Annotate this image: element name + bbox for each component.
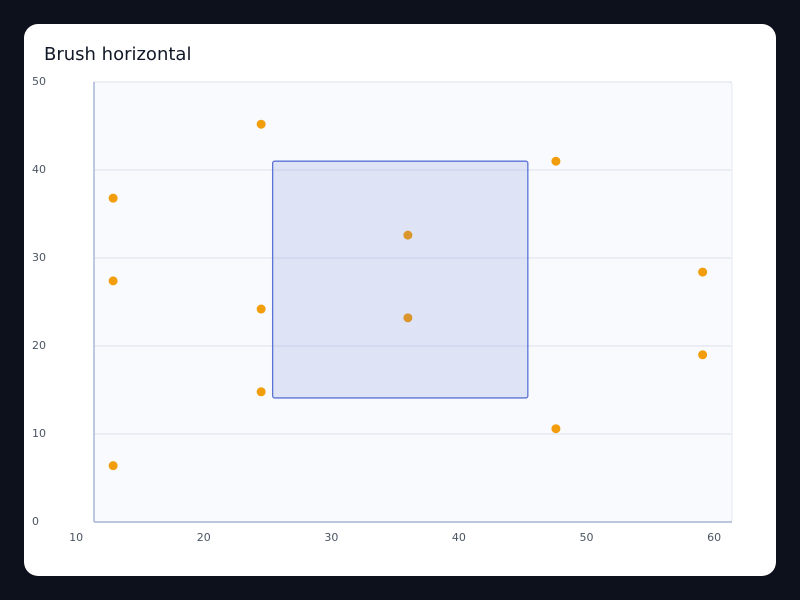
point	[108, 461, 118, 471]
point	[256, 387, 266, 397]
point	[403, 230, 413, 240]
x-tick-label: 10	[69, 531, 83, 544]
point	[551, 156, 561, 166]
chart-title: Brush horizontal	[44, 44, 191, 65]
point	[698, 350, 708, 360]
x-tick-label: 30	[324, 531, 338, 544]
point	[108, 276, 118, 286]
brush	[271, 160, 529, 399]
y-tick-label: 50	[32, 75, 46, 88]
y-tick-label: 30	[32, 251, 46, 264]
x-tick-label: 20	[197, 531, 211, 544]
point	[551, 424, 561, 434]
point	[698, 267, 708, 277]
point	[256, 119, 266, 129]
y-tick-label: 20	[32, 339, 46, 352]
y-tick-label: 10	[32, 427, 46, 440]
y-tick-label: 40	[32, 163, 46, 176]
y-tick-label: 0	[32, 515, 39, 528]
x-tick-label: 50	[580, 531, 594, 544]
x-tick-label: 40	[452, 531, 466, 544]
point	[403, 313, 413, 323]
point	[108, 193, 118, 203]
point	[256, 304, 266, 314]
x-tick-label: 60	[707, 531, 721, 544]
